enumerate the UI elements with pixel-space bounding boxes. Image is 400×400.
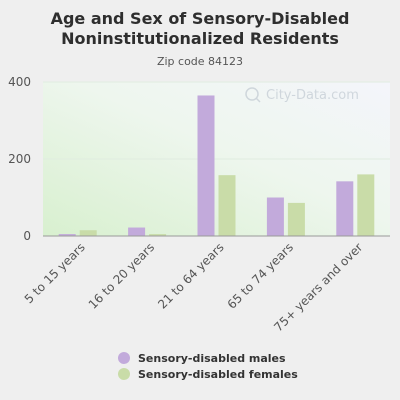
y-tick-label: 200 <box>8 152 31 166</box>
y-tick-label: 0 <box>23 229 31 243</box>
legend-label-males: Sensory-disabled males <box>138 351 286 365</box>
legend-swatch-females <box>118 368 130 380</box>
legend-swatch-males <box>118 352 130 364</box>
bar-females <box>357 174 375 236</box>
bar-females <box>218 175 236 236</box>
bar-females <box>79 230 97 236</box>
bar-males <box>128 227 146 236</box>
y-tick-label: 400 <box>8 75 31 89</box>
chart-title: Age and Sex of Sensory-Disabled Noninsti… <box>50 9 350 48</box>
bar-males <box>266 197 284 236</box>
legend-label-females: Sensory-disabled females <box>138 367 298 381</box>
bar-males <box>58 234 76 236</box>
legend-item-males: Sensory-disabled males <box>118 350 298 366</box>
svg-text:City-Data.com: City-Data.com <box>266 88 359 103</box>
x-tick-label: 21 to 64 years <box>155 240 226 311</box>
bar-females <box>287 202 305 236</box>
watermark: City-Data.com <box>245 87 359 103</box>
bar-males <box>336 181 354 236</box>
bar-males <box>197 95 215 236</box>
chart-subtitle: Zip code 84123 <box>156 55 244 68</box>
x-tick-label: 5 to 15 years <box>22 240 88 306</box>
legend-item-females: Sensory-disabled females <box>118 366 298 382</box>
chart-legend: Sensory-disabled males Sensory-disabled … <box>118 350 298 382</box>
x-tick-label: 65 to 74 years <box>225 240 296 311</box>
x-tick-label: 16 to 20 years <box>86 240 157 311</box>
bar-females <box>149 234 167 236</box>
